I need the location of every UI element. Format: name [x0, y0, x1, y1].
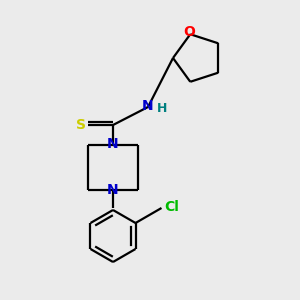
Text: N: N	[142, 99, 154, 113]
Text: S: S	[76, 118, 86, 132]
Text: N: N	[107, 183, 119, 197]
Text: N: N	[107, 137, 119, 151]
Text: Cl: Cl	[164, 200, 179, 214]
Text: O: O	[183, 25, 195, 39]
Text: H: H	[157, 103, 167, 116]
